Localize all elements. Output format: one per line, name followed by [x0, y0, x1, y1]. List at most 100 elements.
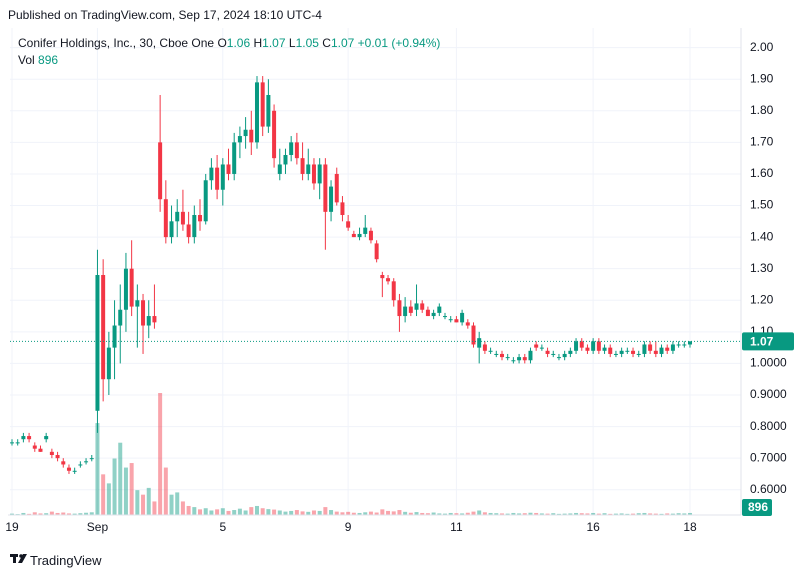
candle-body — [443, 316, 448, 318]
candle-body — [488, 350, 493, 352]
candle-body — [9, 442, 14, 444]
volume-bar — [642, 512, 647, 515]
volume-bar — [135, 490, 140, 515]
candle-body — [158, 142, 163, 200]
tv-logo — [10, 554, 27, 563]
candle-body — [631, 350, 636, 354]
candle-body — [688, 341, 693, 345]
y-tick-label: 0.7000 — [750, 450, 787, 464]
candle-body — [272, 110, 277, 159]
volume-bar — [118, 442, 123, 515]
volume-bar — [215, 509, 220, 515]
x-tick-label: 19 — [5, 520, 19, 534]
candle-body — [209, 167, 214, 181]
volume-bar — [209, 510, 214, 515]
volume-bar — [625, 513, 630, 515]
x-tick-label: 5 — [219, 520, 226, 534]
y-tick-label: 1.40 — [750, 229, 774, 243]
candle-body — [254, 82, 259, 143]
volume-bar — [454, 513, 459, 515]
candle-body — [21, 436, 26, 440]
candle-body — [95, 275, 100, 411]
candle-body — [431, 312, 436, 317]
candle-body — [323, 164, 328, 212]
candle-body — [203, 180, 208, 222]
last-price-box — [742, 332, 794, 351]
candle-body — [574, 341, 579, 351]
volume-bar — [562, 513, 567, 515]
candle-body — [619, 350, 624, 354]
candle-body — [346, 221, 351, 228]
candle-body — [141, 300, 146, 326]
volume-bar — [505, 513, 510, 515]
candle-body — [32, 445, 37, 449]
candle-body — [408, 306, 413, 313]
candle-body — [368, 230, 373, 241]
vol-value: 896 — [38, 53, 59, 67]
volume-bar — [499, 513, 504, 515]
volume-bar — [27, 513, 32, 515]
candle-body — [66, 467, 71, 471]
volume-bar — [266, 509, 271, 515]
volume-bar — [574, 512, 579, 515]
volume-bar — [380, 509, 385, 515]
volume-bar — [272, 509, 277, 515]
volume-bar — [78, 513, 83, 515]
candle-body — [665, 347, 670, 351]
candle-body — [579, 341, 584, 348]
x-tick-label: Sep — [87, 520, 109, 534]
volume-bar — [682, 513, 687, 515]
volume-bar — [425, 513, 430, 515]
legend: Conifer Holdings, Inc., 30, Cboe One O1.… — [18, 35, 440, 69]
candle-body — [670, 344, 675, 351]
candle-body — [591, 341, 596, 351]
volume-bar — [317, 510, 322, 515]
volume-bar — [688, 512, 693, 515]
volume-bar — [631, 513, 636, 515]
candle-body — [243, 129, 248, 137]
volume-bar — [72, 513, 77, 515]
volume-bar — [180, 501, 185, 515]
volume-bar — [101, 474, 106, 515]
candle-body — [642, 344, 647, 354]
volume-bar — [84, 512, 89, 515]
candle-body — [15, 442, 20, 444]
volume-row: Vol 896 — [18, 52, 440, 69]
candle-body — [186, 224, 191, 238]
volume-bar — [368, 511, 373, 515]
volume-bar — [294, 510, 299, 515]
volume-bar — [243, 510, 248, 515]
volume-bar — [175, 492, 180, 515]
candle-body — [152, 316, 157, 323]
o-label: O — [217, 36, 227, 50]
y-tick-label: 1.90 — [750, 71, 774, 85]
c-value: 1.07 — [330, 36, 355, 50]
volume-bar — [613, 513, 618, 515]
volume-bar — [346, 511, 351, 515]
x-tick-label: 9 — [345, 520, 352, 534]
volume-bar — [414, 512, 419, 515]
volume-bar — [203, 508, 208, 515]
volume-bar — [300, 511, 305, 515]
candle-body — [289, 142, 294, 155]
candle-body — [44, 436, 49, 440]
candle-body — [84, 461, 89, 463]
grid — [10, 28, 741, 515]
candle-body — [129, 268, 134, 307]
volume-bar — [89, 512, 94, 515]
volume-bar — [591, 512, 596, 515]
candle-body — [340, 202, 345, 215]
candle-body — [425, 309, 430, 317]
volume-bar — [608, 513, 613, 515]
candle-body — [545, 350, 550, 354]
volume-bar — [129, 463, 134, 515]
candle-body — [135, 300, 140, 307]
volume-bar — [397, 510, 402, 515]
candle-body — [465, 322, 470, 326]
volume-bar — [340, 512, 345, 515]
volume-bar — [443, 513, 448, 515]
y-tick-label: 1.20 — [750, 292, 774, 306]
candle-body — [437, 306, 442, 313]
volume-bar — [363, 512, 368, 515]
